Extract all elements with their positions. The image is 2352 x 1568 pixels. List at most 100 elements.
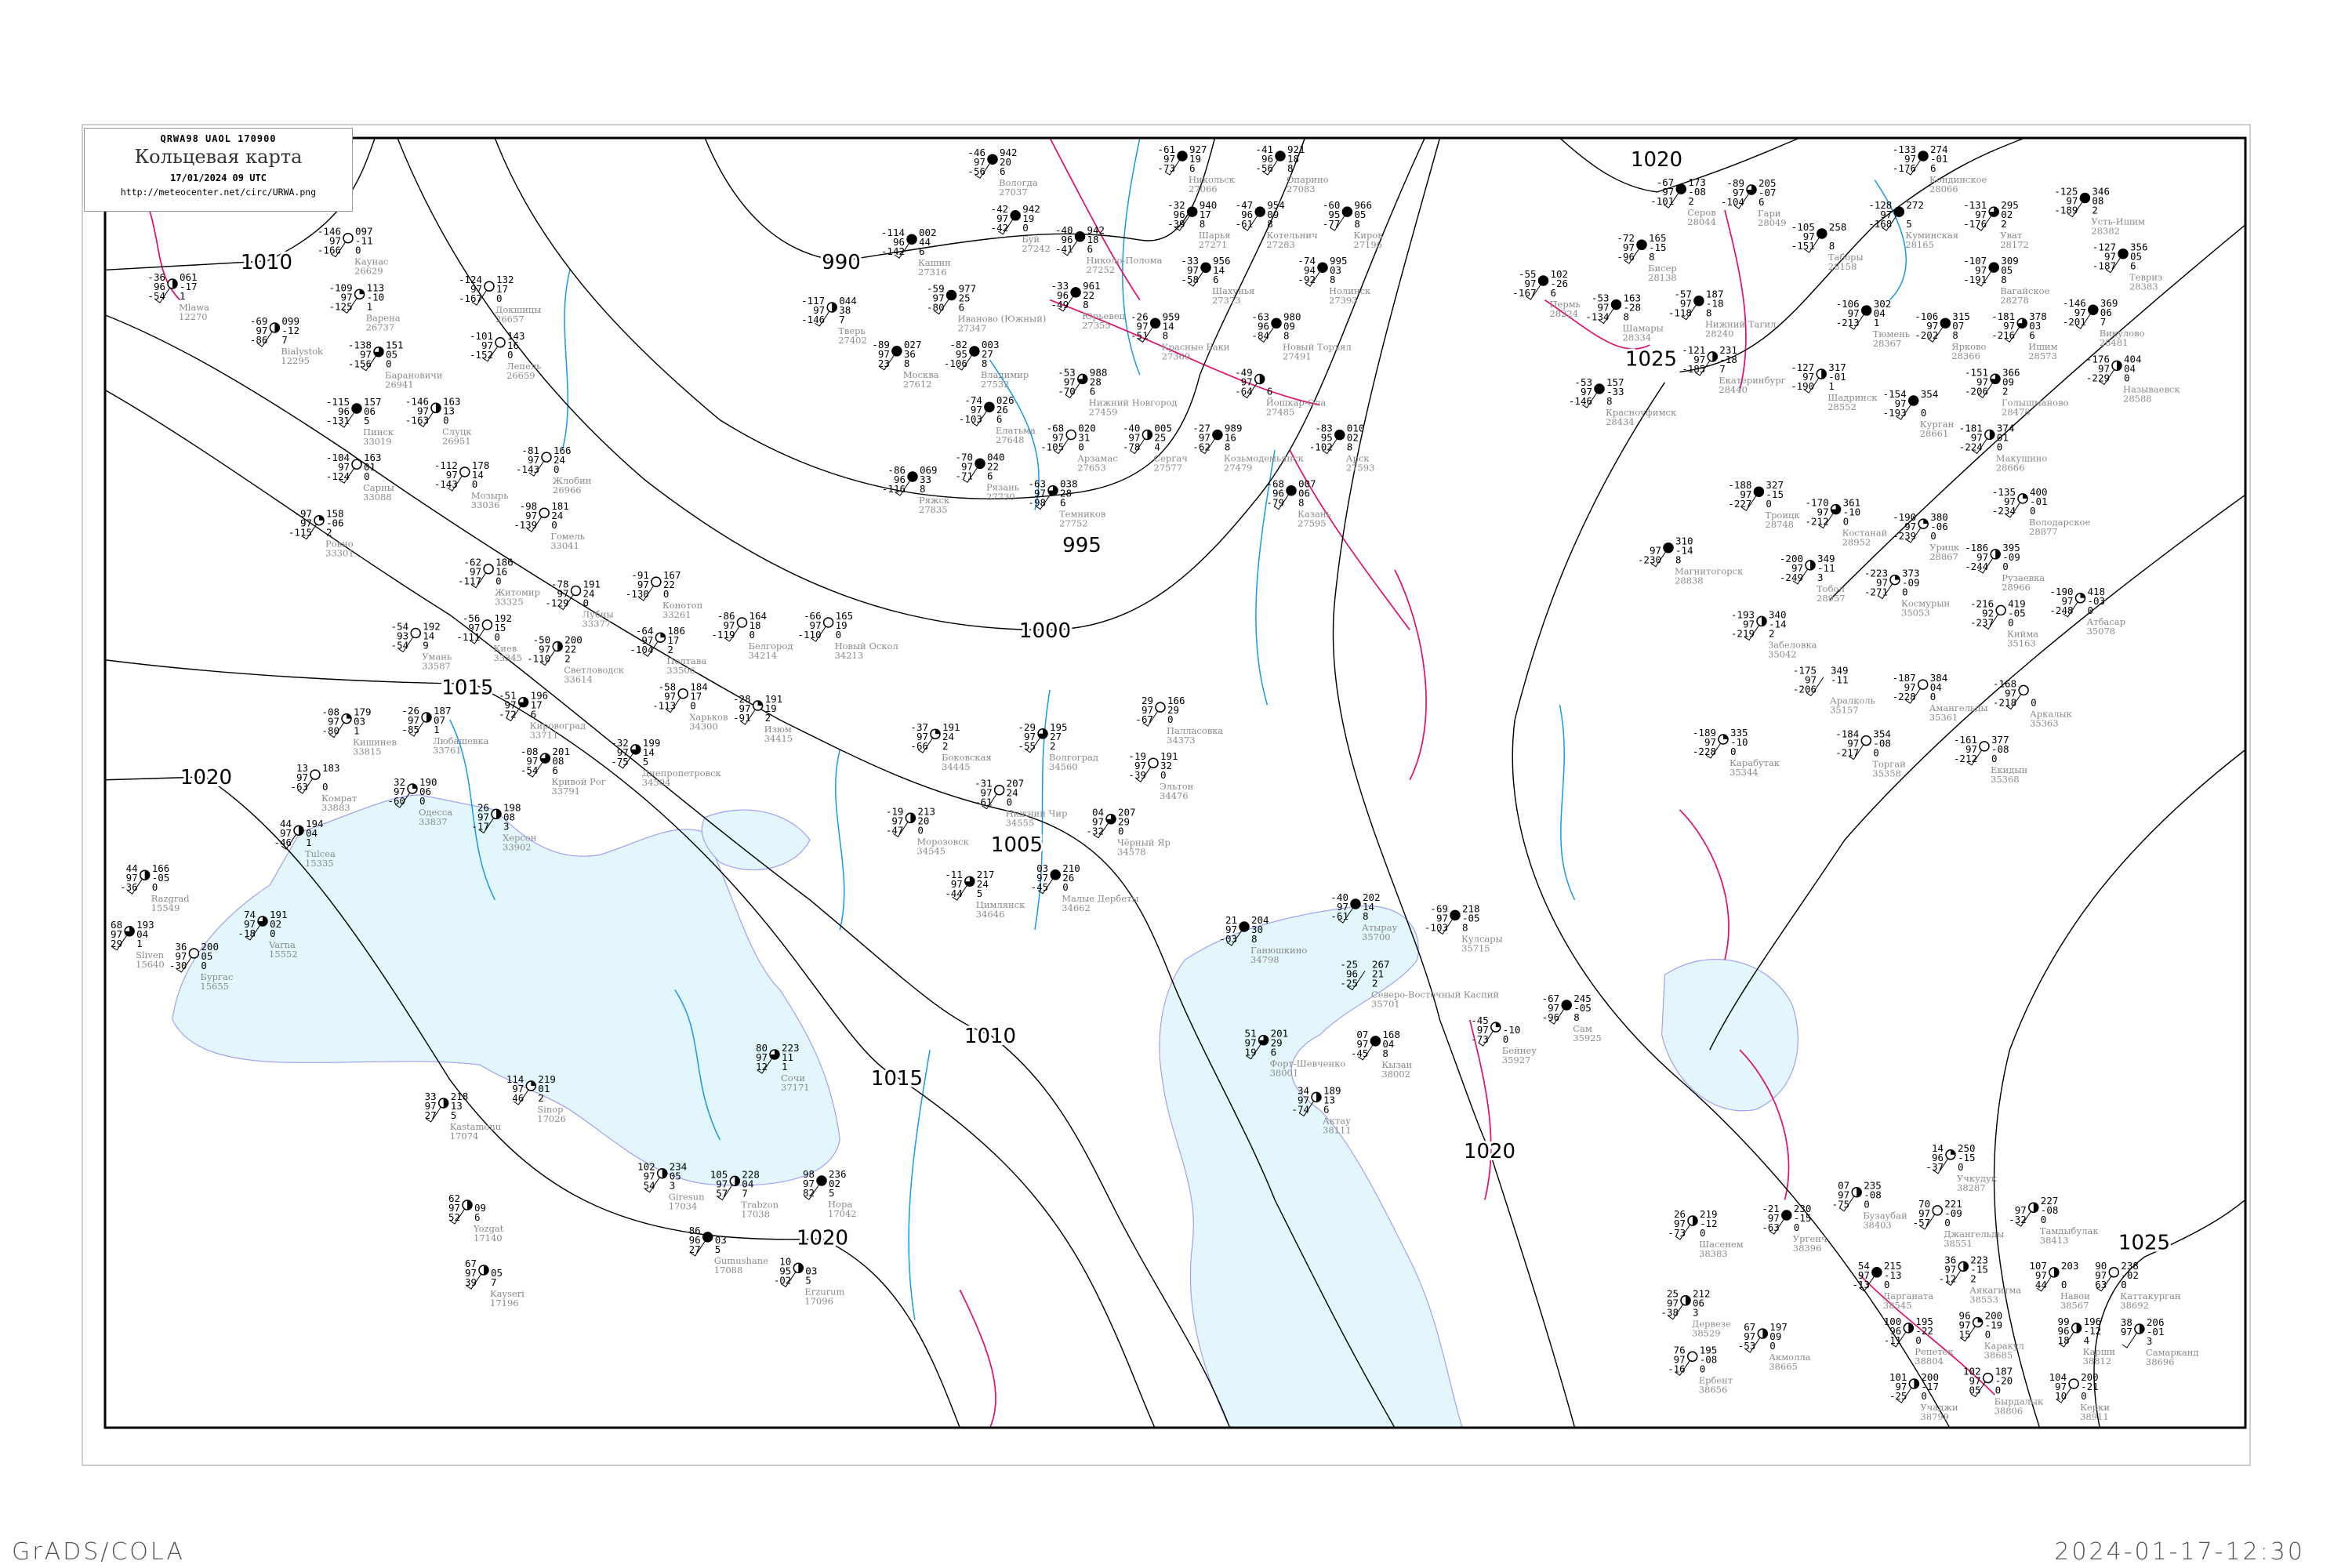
station-plot[interactable]: -4697-56942206Вологда27037 xyxy=(967,147,1037,198)
station-plot[interactable]: -5397-70988286Нижний Новгород27459 xyxy=(1058,366,1177,417)
station-plot[interactable]: -4196-56921188Опарино27083 xyxy=(1255,143,1328,194)
station-plot[interactable]: -3296-39940178Шарья27271 xyxy=(1167,199,1230,250)
station-plot[interactable]: -7297-96165-158Бисер28138 xyxy=(1617,232,1676,283)
station-plot[interactable]: 3697-12223-152Аякагитма38553 xyxy=(1939,1254,2022,1305)
station-plot[interactable]: -8697-119164180Белгород34214 xyxy=(711,610,793,661)
station-plot[interactable]: -5097-110200222Светловодск33614 xyxy=(527,634,625,685)
station-plot[interactable]: 7497-18191020Varna15552 xyxy=(238,909,297,960)
station-plot[interactable]: -18197-224374010Макушино28666 xyxy=(1959,422,2048,473)
station-plot[interactable]: -17597-206349-11Аралколь35157 xyxy=(1793,665,1875,716)
station-plot[interactable]: -8696-116069338Ряжск27835 xyxy=(882,464,950,515)
station-plot[interactable]: -7494-92995038Нолинск27393 xyxy=(1298,255,1371,306)
station-plot[interactable]: 339727218135Kastamonu17074 xyxy=(425,1091,502,1142)
station-plot[interactable]: -12797-190317-011Шадринск28552 xyxy=(1791,361,1878,412)
station-plot[interactable]: -11496-142002446Кашин27316 xyxy=(881,227,951,278)
station-plot[interactable]: -8997-104205-076Гари28049 xyxy=(1721,177,1787,228)
station-plot[interactable]: -19397-219340-142Забеловка35042 xyxy=(1731,608,1817,659)
station-plot[interactable]: 97-32227-080Тамдыбулак38413 xyxy=(2009,1195,2099,1246)
station-plot[interactable]: 0497-32207290Чёрный Яр34578 xyxy=(1086,807,1170,858)
station-plot[interactable]: -4096-41942186Николо-Полома27252 xyxy=(1055,224,1163,275)
station-plot[interactable]: -10997-125113-101Варена26737 xyxy=(328,281,400,332)
station-plot[interactable]: -12497-167132170Докшицы26657 xyxy=(459,274,541,325)
station-plot[interactable]: -22397-271373-090Космурын35053 xyxy=(1864,568,1951,619)
station-plot[interactable]: -4597-73-100Бейнеу35927 xyxy=(1471,1014,1537,1065)
station-plot[interactable]: -6797-96245-058Сам35925 xyxy=(1542,993,1602,1044)
station-plot[interactable]: -18997-228335-100Карабутак35344 xyxy=(1693,727,1780,778)
station-plot[interactable]: -4097-78005254Сергач27577 xyxy=(1123,423,1188,474)
station-plot[interactable]: -9197-130167220Конотоп33261 xyxy=(626,569,703,620)
station-plot[interactable]: 1029705187-200Бырдалык38806 xyxy=(1963,1366,2044,1417)
station-plot[interactable]: 4497-46194041Tulcea15335 xyxy=(274,818,336,869)
station-plot[interactable]: 97-230310-148Магнитогорск28838 xyxy=(1638,535,1744,586)
station-plot[interactable]: -13197-176295022Уват28172 xyxy=(1963,199,2029,250)
station-plot[interactable]: 5497-13215-130Дарганата38545 xyxy=(1852,1260,1933,1311)
station-plot[interactable]: 6797-53197090Акмолла38665 xyxy=(1738,1321,1811,1372)
station-plot[interactable]: -2197-63230-150Ургенч38396 xyxy=(1762,1203,1827,1254)
station-plot[interactable]: -14697-166097-110Каунас26629 xyxy=(318,226,389,277)
station-plot[interactable]: -11596-131157065Пинск33019 xyxy=(326,396,394,447)
station-plot[interactable]: -7097-71040226Рязань27730 xyxy=(955,451,1019,502)
station-plot[interactable]: 1095-02035Erzurum17096 xyxy=(774,1255,845,1306)
station-plot[interactable]: -2596-25267212Северо-Восточный Каспий357… xyxy=(1340,959,1499,1010)
station-plot[interactable]: 2997-67166290Палласовка34373 xyxy=(1135,695,1223,746)
station-plot[interactable]: -7897-129191240Лубны33377 xyxy=(545,579,613,630)
station-plot[interactable]: -12197-185231-187Екатеринбург28440 xyxy=(1682,344,1785,395)
station-plot[interactable]: -4097-61202148Атырау35700 xyxy=(1330,891,1397,942)
station-plot[interactable]: -8197-143166240Жлобин26966 xyxy=(516,445,592,495)
station-plot[interactable]: 10197-25200-170Учаджи38799 xyxy=(1889,1371,1958,1422)
station-plot[interactable]: -5397-146157-338Красноуфимск28434 xyxy=(1569,376,1677,427)
station-plot[interactable]: -5197-72196176Кировоград33711 xyxy=(499,690,586,741)
station-plot[interactable]: -2697-51959148Красные Баки27369 xyxy=(1131,310,1230,361)
station-plot[interactable]: -6896-79007068Казань27595 xyxy=(1266,478,1330,529)
station-plot[interactable]: -19097-248418-030Атбасар35078 xyxy=(2049,586,2125,637)
station-plot[interactable]: -3797-66191242Боковская34445 xyxy=(910,721,991,772)
station-plot[interactable]: -10597-1512588Таборы28158 xyxy=(1791,221,1864,272)
station-plot[interactable]: 2697-17198083Херсон33902 xyxy=(471,801,536,852)
station-plot[interactable]: -14697-163163130Слуцк26951 xyxy=(405,395,472,446)
station-plot[interactable]: -2797-62989168Козьмодемьянск27479 xyxy=(1192,423,1304,474)
station-plot[interactable]: -17697-229404040Называевск28588 xyxy=(2086,353,2180,404)
station-plot[interactable]: -4997-64 6Йошкар-Ола27485 xyxy=(1235,367,1326,418)
station-plot[interactable]: -19097-239380-060Урицк28867 xyxy=(1893,511,1960,562)
station-plot[interactable]: -10497-124163010Сарны33088 xyxy=(326,452,394,503)
station-plot[interactable]: -17097-212361-100Костанай28952 xyxy=(1805,497,1887,548)
station-plot[interactable]: -6697-110165190Новый Оскол34213 xyxy=(797,610,898,661)
station-plot[interactable]: -2897-91191192Изюм34415 xyxy=(733,693,793,744)
station-plot[interactable]: -6396-84980098Новый Торъял27491 xyxy=(1251,310,1351,361)
station-plot[interactable]: -9897-139181240Гомель33041 xyxy=(514,500,585,551)
station-plot[interactable]: -18897-227327-150Троицк28748 xyxy=(1728,479,1800,530)
station-plot[interactable]: -5697-111192150Киев33345 xyxy=(456,612,522,663)
station-plot[interactable]: -7497-103026266Елатьма27648 xyxy=(959,394,1036,445)
station-plot[interactable]: -5997-80977256Иваново (Южный)27347 xyxy=(927,283,1046,334)
station-plot[interactable]: -899723027368Москва27612 xyxy=(872,339,938,390)
station-plot[interactable]: -5897-113184170Харьков34300 xyxy=(652,681,728,732)
station-plot[interactable]: 809712223111Сочи37171 xyxy=(756,1042,810,1093)
station-plot[interactable]: -18497-217354-080Торгай35358 xyxy=(1835,728,1906,779)
station-plot[interactable]: 969715200-190Каракул38685 xyxy=(1959,1310,2024,1361)
station-plot[interactable]: -10697-213302041Тюмень28367 xyxy=(1836,298,1910,349)
station-plot[interactable]: -1197-44217245Цимлянск34646 xyxy=(945,869,1025,920)
station-plot[interactable]: -11797-146044387Тверь27402 xyxy=(801,295,867,346)
station-plot[interactable]: -18197-216378036Ишим28573 xyxy=(1991,310,2057,361)
station-plot[interactable]: -6997-103218-058Кулсары35715 xyxy=(1425,902,1503,953)
station-plot[interactable]: -16197-212377-080Екидын35368 xyxy=(1954,734,2028,785)
station-plot[interactable]: -10697-202315078Ярково28366 xyxy=(1915,310,1986,361)
station-plot[interactable]: 0797-75235-080Бузаубай38403 xyxy=(1832,1180,1907,1231)
station-plot[interactable]: -8295-106003278Владимир27532 xyxy=(944,339,1029,390)
station-plot[interactable]: 3897206-013Самарканд38696 xyxy=(2121,1316,2199,1367)
station-plot[interactable]: 10096-11195-220Репетек38804 xyxy=(1884,1316,1955,1367)
station-plot[interactable]: -10797-191309058Вагайское28278 xyxy=(1963,255,2050,306)
station-plot[interactable]: -21692-237419-050Кийма35163 xyxy=(1970,597,2038,648)
station-plot[interactable]: -6197-73927196Никольск27066 xyxy=(1157,143,1235,194)
station-plot[interactable]: -4796-61954098Котельнич27283 xyxy=(1236,199,1318,250)
station-plot[interactable]: 3697-30200050Бургас15655 xyxy=(169,941,233,992)
station-plot[interactable]: -15497-1933540Курган28661 xyxy=(1883,388,1955,439)
station-plot[interactable]: -14697-201369067Викулово28481 xyxy=(2063,297,2145,348)
station-plot[interactable]: -20097-249349-113Тобол28957 xyxy=(1780,553,1846,604)
station-plot[interactable]: 2697-73219-120Шасенем38383 xyxy=(1668,1208,1743,1259)
station-plot[interactable]: 7697-16195-080Ербент38656 xyxy=(1668,1344,1733,1395)
station-plot[interactable]: -16897-218 0Аркалык35363 xyxy=(1993,677,2073,728)
station-plot[interactable]: -3396-49961228Юрьевец27355 xyxy=(1051,280,1126,331)
station-plot[interactable]: 629752096Yozgat17140 xyxy=(448,1192,504,1243)
station-plot[interactable]: 1149746219012Sinop17026 xyxy=(506,1073,566,1124)
